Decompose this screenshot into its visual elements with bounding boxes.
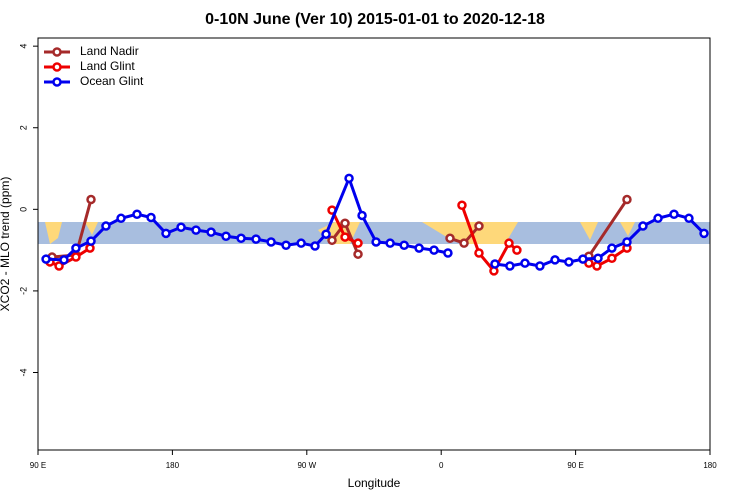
data-point [71, 252, 81, 262]
y-axis-label: XCO2 - MLO trend (ppm) [0, 177, 12, 312]
data-point [414, 243, 424, 253]
data-point [116, 213, 126, 224]
data-point [191, 225, 201, 235]
data-point [474, 248, 484, 258]
data-point [41, 254, 51, 264]
y-tick-label: -2 [18, 287, 28, 295]
data-point [607, 253, 617, 264]
data-point [429, 245, 439, 255]
data-point [593, 253, 603, 264]
data-point [592, 261, 602, 271]
data-point [622, 237, 632, 247]
data-point [101, 221, 111, 231]
data-point [221, 231, 231, 241]
data-point [607, 243, 617, 253]
data-point [54, 261, 64, 271]
legend-marker [52, 62, 62, 72]
data-point [622, 194, 632, 205]
legend-marker [52, 47, 62, 57]
data-point [638, 221, 648, 231]
y-tick-label: 4 [18, 44, 28, 49]
x-tick-label: 90 W [297, 461, 316, 470]
data-point [457, 200, 467, 210]
data-point [161, 228, 171, 239]
data-point [132, 209, 142, 219]
data-point [340, 218, 350, 228]
plot-frame [37, 37, 711, 451]
data-point [59, 255, 69, 265]
data-point [236, 233, 246, 244]
y-tick-label: 2 [18, 125, 28, 130]
data-point [206, 227, 216, 237]
data-point [353, 249, 363, 259]
y-tick-label: -4 [18, 368, 28, 376]
data-point [146, 212, 156, 223]
data-point [512, 245, 522, 255]
data-point [474, 221, 484, 231]
data-point [535, 261, 545, 271]
data-point [296, 238, 306, 248]
data-point [459, 238, 469, 248]
data-point [71, 243, 81, 253]
data-point [310, 241, 320, 251]
data-point [353, 238, 363, 248]
x-tick-label: 180 [166, 461, 180, 470]
data-point [684, 213, 694, 224]
data-point [321, 229, 331, 239]
data-point [385, 238, 395, 248]
x-tick-label: 0 [439, 461, 444, 470]
x-axis-label: Longitude [348, 476, 401, 490]
data-point [550, 255, 560, 265]
data-point [653, 213, 663, 224]
legend-label: Land Glint [80, 59, 135, 73]
data-point [445, 233, 455, 244]
data-point [371, 237, 381, 247]
legend-marker [52, 77, 62, 87]
data-point [344, 173, 354, 184]
data-point [86, 194, 96, 205]
data-point [490, 259, 500, 269]
data-point [504, 238, 514, 248]
data-point [505, 261, 515, 271]
legend-label: Land Nadir [80, 44, 139, 58]
data-point [281, 240, 291, 250]
data-point [669, 209, 679, 219]
data-point [86, 236, 96, 246]
data-point [443, 248, 453, 258]
data-point [176, 222, 186, 233]
y-tick-label: 0 [18, 207, 28, 212]
data-point [699, 228, 709, 239]
chart-title: 0-10N June (Ver 10) 2015-01-01 to 2020-1… [205, 11, 545, 28]
data-point [564, 257, 574, 267]
data-point [578, 254, 588, 264]
map-band [38, 222, 710, 244]
x-tick-label: 180 [703, 461, 717, 470]
data-point [251, 234, 261, 244]
data-point [266, 237, 276, 247]
x-tick-label: 90 E [30, 461, 46, 470]
data-point [327, 235, 337, 246]
legend-label: Ocean Glint [80, 74, 144, 88]
data-point [520, 258, 530, 268]
data-point [357, 210, 367, 221]
data-point [340, 232, 350, 242]
data-point [399, 240, 409, 250]
x-tick-label: 90 E [567, 461, 583, 470]
